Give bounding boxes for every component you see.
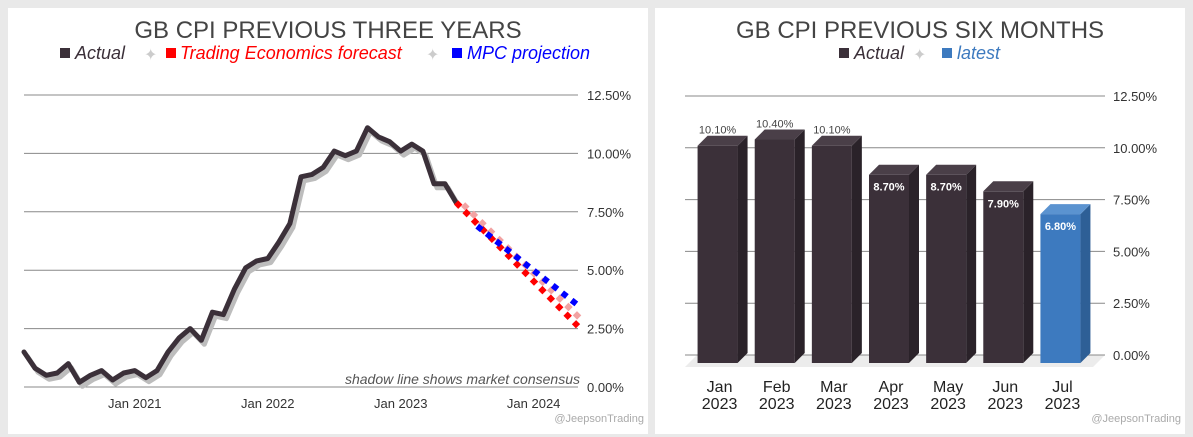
credit-label: @JeepsonTrading [1091,413,1181,425]
bar-side [909,164,919,363]
legend-separator-icon: ✦ [144,47,157,64]
legend-label-actual: Actual [74,43,126,63]
data-label: 10.40% [756,119,794,131]
x-category-label: May 2023 [930,379,966,413]
chart-panel-six-months: GB CPI PREVIOUS SIX MONTHS Actual ✦ late… [655,8,1185,434]
bar-side [794,129,805,363]
legend-label-latest: latest [957,43,1001,63]
mpc-series-line [475,223,580,308]
legend-swatch-actual [60,48,70,58]
bar-side [737,135,748,363]
credit-label: @JeepsonTrading [554,413,644,425]
x-tick-label: Jan 2024 [507,396,561,411]
bar [754,139,795,363]
bar [926,174,967,363]
bar [811,145,852,363]
y-tick-label: 10.00% [587,146,632,161]
x-category-label: Jun 2023 [987,379,1023,413]
legend-swatch-mpc [452,48,462,58]
bar-chart-svg: GB CPI PREVIOUS SIX MONTHS Actual ✦ late… [685,17,1181,425]
forecast-shadow-line [461,202,583,321]
legend-swatch-latest [942,48,952,58]
chart-title: GB CPI PREVIOUS SIX MONTHS [736,17,1104,44]
y-tick-label: 7.50% [1113,193,1150,208]
x-category-label: Jul 2023 [1045,379,1081,413]
bar-top [697,135,748,146]
legend-label-mpc: MPC projection [467,43,590,63]
chart-panel-three-years: GB CPI PREVIOUS THREE YEARS Actual ✦ Tra… [8,8,648,434]
y-tick-label: 7.50% [587,205,624,220]
y-tick-label: 0.00% [587,380,624,395]
y-tick-label: 2.50% [587,322,624,337]
bar [1040,214,1081,363]
bar [869,174,909,363]
bar-top [869,164,919,175]
bar-side [966,164,977,363]
x-category-label: Apr 2023 [873,379,909,413]
data-label: 6.80% [1045,221,1076,233]
chart-note: shadow line shows market consensus [345,371,580,387]
bar-side [851,135,862,363]
consensus-shadow-line [24,129,462,389]
x-tick-label: Jan 2022 [241,396,295,411]
y-tick-label: 5.00% [1113,244,1150,259]
bar-top [754,129,805,140]
x-tick-label: Jan 2023 [374,396,428,411]
bar [697,145,738,363]
data-label: 8.70% [873,182,904,194]
x-category-label: Feb 2023 [759,379,795,413]
chart-title: GB CPI PREVIOUS THREE YEARS [134,17,521,44]
bar [983,191,1024,363]
legend-swatch-actual [839,48,849,58]
bar-side [1023,181,1034,363]
y-tick-label: 12.50% [1113,89,1158,104]
legend-label-actual: Actual [853,43,905,63]
y-tick-label: 5.00% [587,263,624,278]
x-category-label: Mar 2023 [816,379,852,413]
legend-separator-icon: ✦ [426,47,439,64]
bar-side [1080,204,1091,363]
y-tick-label: 10.00% [1113,141,1158,156]
y-tick-label: 0.00% [1113,348,1150,363]
data-label: 10.10% [813,125,851,137]
bar-top [811,135,862,146]
bar-top [1040,204,1091,215]
y-tick-label: 12.50% [587,88,632,103]
x-tick-label: Jan 2021 [108,396,162,411]
y-tick-label: 2.50% [1113,296,1150,311]
line-chart-svg: GB CPI PREVIOUS THREE YEARS Actual ✦ Tra… [21,17,644,425]
legend-label-forecast: Trading Economics forecast [180,43,403,63]
data-label: 8.70% [931,182,962,194]
forecast-series-line [453,200,581,329]
legend-swatch-forecast [166,48,176,58]
bar-top [983,181,1034,192]
chart-legend: Actual ✦ Trading Economics forecast ✦ MP… [60,43,590,64]
x-category-label: Jan 2023 [702,379,738,413]
data-label: 10.10% [699,125,737,137]
bar-top [926,164,977,175]
legend-separator-icon: ✦ [913,47,926,64]
chart-legend: Actual ✦ latest [839,43,1001,64]
actual-series-line [21,125,459,385]
data-label: 7.90% [988,198,1019,210]
